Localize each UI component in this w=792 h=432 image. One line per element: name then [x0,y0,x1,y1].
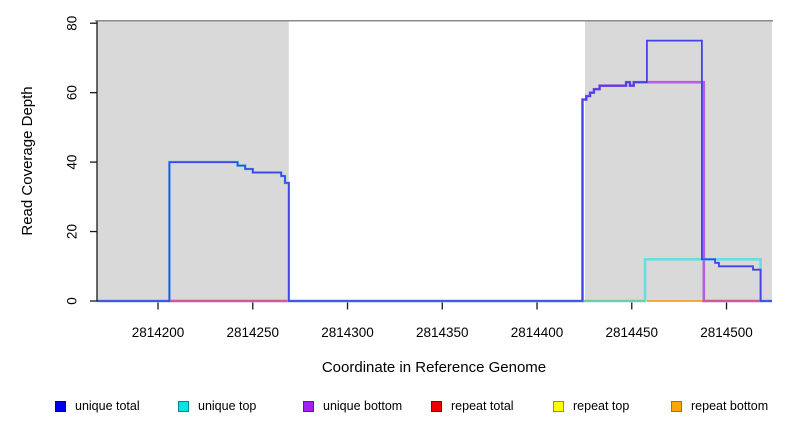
legend-swatch-icon [431,400,442,412]
x-axis-title: Coordinate in Reference Genome [322,359,546,376]
x-tick-label: 2814350 [416,325,469,340]
legend-swatch-icon [671,400,682,412]
legend-item-unique-bottom: unique bottom [303,397,402,415]
y-tick-label: 20 [65,224,80,239]
legend-item-unique-total: unique total [55,397,140,415]
legend-label: unique top [198,399,257,413]
axes: 0 20 40 60 80 2814200 2814250 2814300 2814350 281… [65,16,753,340]
y-tick-label: 60 [65,85,80,100]
legend-item-unique-top: unique top [178,397,256,415]
x-tick-label: 2814450 [605,325,658,340]
x-tick-label: 2814500 [700,325,753,340]
legend-label: unique total [75,399,140,413]
y-tick-label: 80 [65,16,80,31]
legend-item-repeat-bottom: repeat bottom [671,397,768,415]
legend-label: repeat total [451,399,514,413]
legend-label: repeat bottom [691,399,769,413]
series-unique-total [97,39,772,302]
legend: unique total unique top unique bottom repea… [0,397,792,421]
legend-swatch-icon [55,400,66,412]
legend-label: unique bottom [323,399,403,413]
shaded-regions [97,21,772,301]
legend-label: repeat top [573,399,630,413]
y-tick-label: 40 [65,155,80,170]
series-lines [97,39,772,303]
shaded-region [584,21,772,301]
y-axis-title: Read Coverage Depth [19,86,36,235]
y-tick-label: 0 [65,297,80,305]
legend-item-repeat-top: repeat top [553,397,629,415]
x-tick-label: 2814300 [321,325,374,340]
x-tick-label: 2814250 [226,325,279,340]
x-tick-label: 2814200 [132,325,185,340]
legend-swatch-icon [553,400,564,412]
legend-item-repeat-total: repeat total [431,397,514,415]
x-tick-label: 2814400 [511,325,564,340]
legend-swatch-icon [178,400,189,412]
legend-swatch-icon [303,400,314,412]
